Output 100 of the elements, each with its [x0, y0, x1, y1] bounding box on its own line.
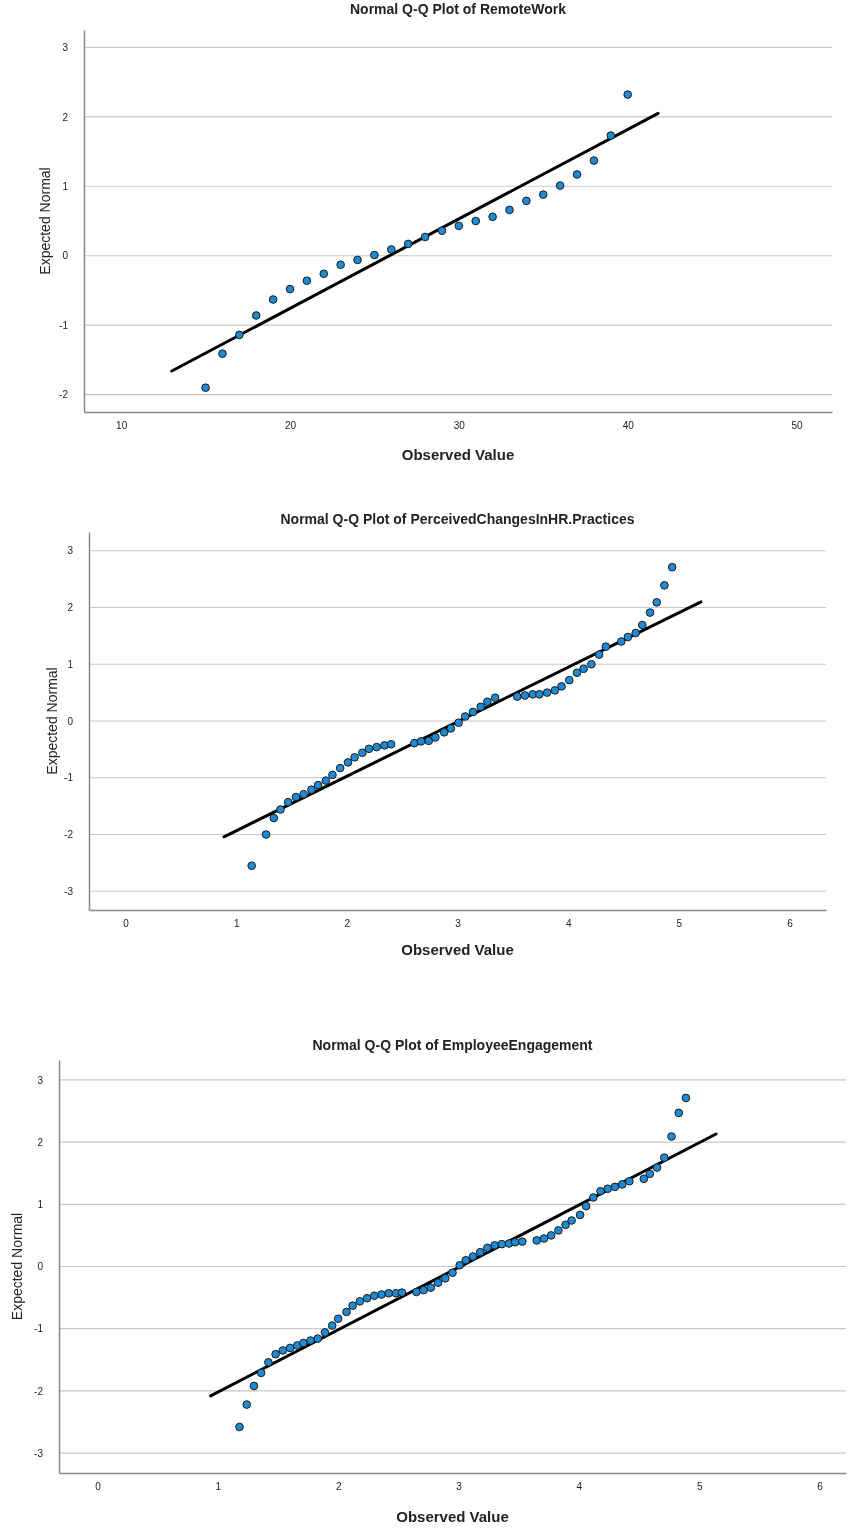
- x-tick-label: 2: [344, 918, 351, 930]
- y-tick-label: -2: [34, 1385, 44, 1397]
- point: [460, 712, 470, 721]
- point: [353, 255, 362, 265]
- point: [364, 744, 374, 754]
- point: [589, 156, 599, 165]
- point: [471, 216, 481, 226]
- point: [557, 682, 566, 691]
- point: [454, 718, 463, 728]
- y-tick-label: -3: [34, 1447, 44, 1459]
- point: [623, 632, 633, 642]
- y-axis-title: Expected Normal: [37, 167, 53, 275]
- x-tick-label: 4: [576, 1481, 583, 1493]
- point: [488, 212, 497, 222]
- point: [291, 792, 301, 802]
- point: [358, 748, 367, 758]
- point: [631, 628, 640, 638]
- y-tick-label: 0: [37, 1261, 44, 1273]
- x-axis-title: Observed Value: [401, 446, 515, 463]
- point: [218, 349, 227, 358]
- y-tick-label: -2: [64, 829, 74, 841]
- x-tick-label: 30: [453, 420, 466, 432]
- x-tick-label: 6: [817, 1481, 824, 1493]
- point: [564, 675, 574, 685]
- point: [652, 598, 662, 607]
- point: [483, 697, 492, 707]
- y-tick-label: -1: [34, 1323, 44, 1335]
- point: [431, 733, 440, 742]
- point: [350, 753, 359, 762]
- point: [372, 742, 382, 752]
- point: [251, 311, 261, 320]
- point: [490, 693, 500, 703]
- point: [299, 789, 309, 799]
- point: [343, 758, 353, 767]
- point: [269, 813, 279, 823]
- point: [335, 763, 345, 773]
- x-tick-label: 4: [565, 918, 572, 930]
- y-tick-label: 3: [67, 545, 74, 557]
- point: [572, 668, 582, 678]
- point: [520, 691, 530, 700]
- point: [420, 232, 430, 242]
- point: [601, 642, 611, 651]
- x-tick-label: 20: [284, 420, 297, 432]
- x-axis-title: Observed Value: [401, 941, 514, 958]
- point: [542, 688, 552, 697]
- point: [307, 785, 316, 794]
- point: [386, 245, 396, 254]
- point: [550, 686, 560, 695]
- point: [285, 284, 295, 294]
- point: [302, 276, 312, 286]
- point: [319, 269, 329, 279]
- x-tick-label: 5: [696, 1481, 703, 1493]
- point: [336, 260, 345, 270]
- y-tick-label: 3: [62, 42, 69, 54]
- y-axis-title: Expected Normal: [9, 1212, 25, 1321]
- point: [594, 650, 604, 659]
- point: [328, 770, 337, 780]
- point: [535, 690, 544, 699]
- point: [439, 728, 449, 737]
- y-tick-label: 1: [67, 658, 74, 670]
- point: [446, 724, 456, 733]
- x-tick-label: 3: [455, 918, 462, 930]
- y-tick-label: -1: [64, 772, 74, 784]
- point: [437, 226, 447, 236]
- point: [660, 581, 669, 590]
- point: [512, 692, 522, 701]
- point: [403, 239, 413, 249]
- point: [522, 196, 531, 206]
- y-axis-title: Expected Normal: [44, 667, 60, 775]
- chart-title: Normal Q-Q Plot of RemoteWork: [350, 1, 567, 17]
- x-tick-label: 0: [123, 918, 130, 930]
- point: [587, 659, 596, 669]
- point: [645, 608, 655, 617]
- x-tick-label: 1: [233, 918, 240, 930]
- point: [247, 861, 256, 871]
- y-tick-label: 2: [62, 111, 69, 123]
- x-tick-label: 5: [676, 918, 683, 930]
- point: [276, 805, 285, 814]
- y-tick-label: 1: [37, 1199, 44, 1210]
- point: [468, 707, 478, 717]
- point: [416, 737, 426, 746]
- x-tick-label: 10: [116, 420, 128, 432]
- point: [283, 797, 293, 807]
- point: [505, 205, 514, 215]
- x-tick-label: 1: [215, 1481, 222, 1493]
- x-tick-label: 50: [791, 420, 804, 432]
- y-tick-label: 0: [67, 715, 74, 727]
- y-tick-label: 1: [62, 180, 69, 192]
- point: [606, 131, 616, 140]
- point: [235, 330, 244, 340]
- point: [616, 637, 626, 646]
- point: [380, 741, 389, 750]
- point: [410, 738, 419, 748]
- x-tick-label: 3: [456, 1481, 463, 1493]
- point: [579, 664, 588, 674]
- point: [268, 295, 278, 304]
- y-tick-label: 0: [62, 250, 69, 262]
- point: [623, 90, 633, 99]
- x-tick-label: 6: [787, 918, 794, 930]
- y-tick-label: -2: [59, 389, 69, 401]
